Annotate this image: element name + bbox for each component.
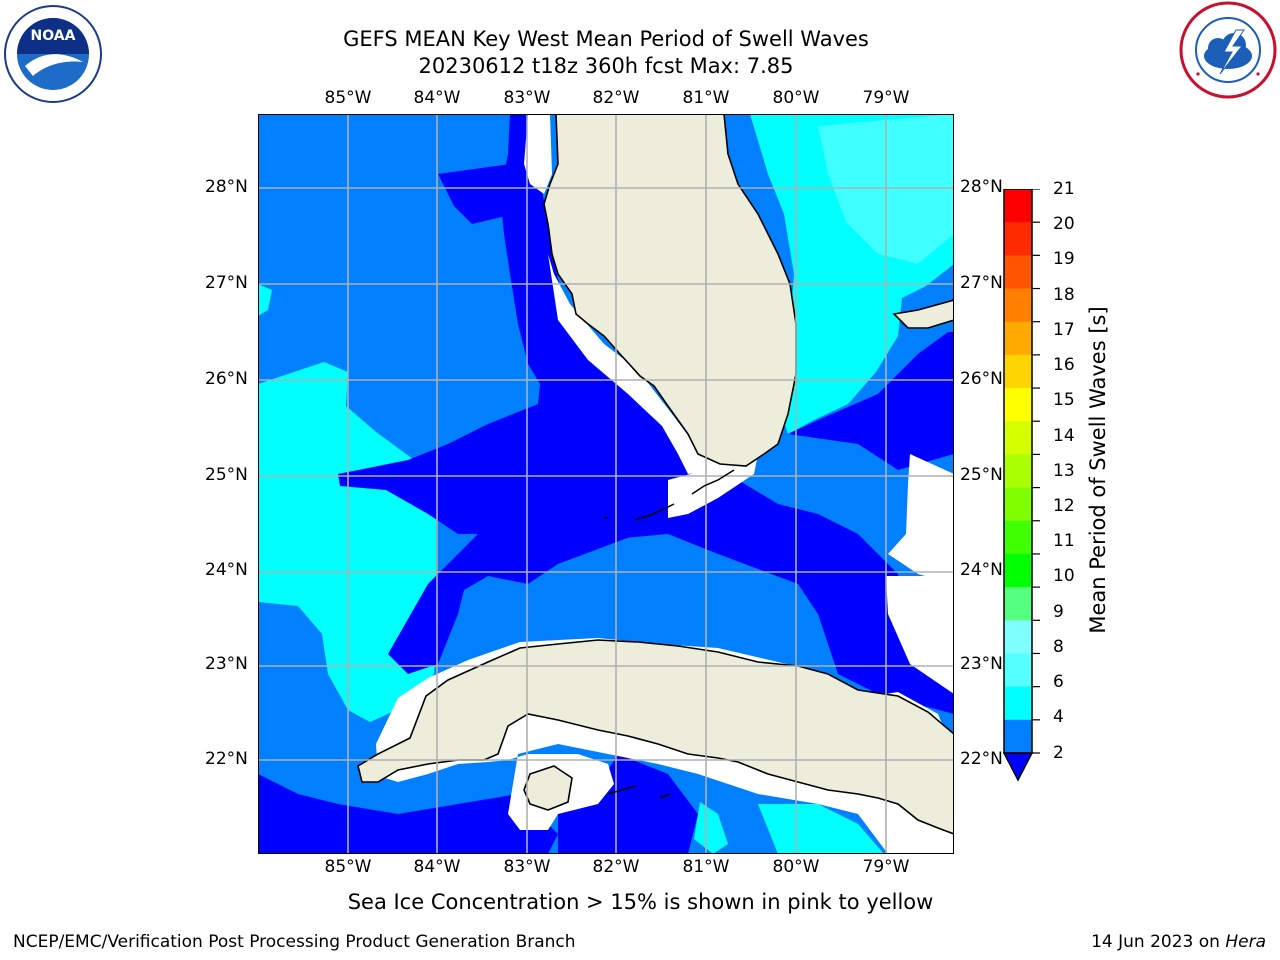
colorbar-band <box>1004 487 1032 522</box>
lon-label-top-80w: 80°W <box>772 88 820 108</box>
national-weather-service-logo <box>1179 1 1277 99</box>
isle-of-youth <box>523 765 573 811</box>
swell-period-map <box>258 114 954 854</box>
colorbar-tick-label: 14 <box>1053 426 1075 446</box>
colorbar-tick-label: 21 <box>1053 179 1075 199</box>
colorbar-band <box>1004 719 1032 754</box>
colorbar-tick-label: 4 <box>1053 707 1064 727</box>
map-graticule <box>258 114 954 854</box>
colorbar <box>1003 189 1040 782</box>
lat-label-right-22n: 22°N <box>960 749 1003 769</box>
lat-label-left-28n: 28°N <box>205 177 248 197</box>
colorbar-extend-arrow <box>1003 752 1034 782</box>
lon-label-top-84w: 84°W <box>413 88 461 108</box>
colorbar-outline <box>1003 189 1033 754</box>
lon-label-top-79w: 79°W <box>862 88 910 108</box>
ocean-swell-5-6s-south <box>694 802 728 854</box>
colorbar-band <box>1004 587 1032 621</box>
colorbar-tick-label: 2 <box>1053 743 1064 763</box>
colorbar-band <box>1004 189 1032 223</box>
colorbar-band <box>1004 288 1032 323</box>
lon-label-bottom-84w: 84°W <box>413 857 461 877</box>
colorbar-band <box>1004 421 1032 455</box>
sea-ice-note: Sea Ice Concentration > 15% is shown in … <box>347 890 934 914</box>
lat-label-right-23n: 23°N <box>960 654 1003 674</box>
colorbar-band <box>1004 520 1032 555</box>
colorbar-tick-label: 13 <box>1053 461 1075 481</box>
no-data-west-florida <box>524 114 552 194</box>
footer-date-text: 14 Jun 2023 on <box>1091 932 1226 952</box>
lat-label-right-27n: 27°N <box>960 273 1003 293</box>
colorbar-band <box>1004 321 1032 356</box>
colorbar-band <box>1004 620 1032 654</box>
lat-label-right-25n: 25°N <box>960 465 1003 485</box>
footer-date: 14 Jun 2023 on Hera <box>1091 932 1266 952</box>
florida-keys <box>604 469 735 799</box>
lat-label-left-22n: 22°N <box>205 749 248 769</box>
ocean-swell-2-4s-gulf-interior <box>438 164 514 224</box>
colorbar-band <box>1004 553 1032 588</box>
ocean-swell-2-4s-east-shelf <box>788 332 954 470</box>
colorbar-tick-label: 12 <box>1053 496 1075 516</box>
lat-label-left-27n: 27°N <box>205 273 248 293</box>
ocean-swell-2-4s-florida-straits <box>548 434 954 714</box>
colorbar-tick-label: 17 <box>1053 320 1075 340</box>
colorbar-band <box>1004 388 1032 422</box>
colorbar-tick-label: 6 <box>1053 672 1064 692</box>
florida-peninsula <box>543 114 797 467</box>
no-data-bahamas-south <box>886 576 954 694</box>
colorbar-title: Mean Period of Swell Waves [s] <box>1086 306 1110 634</box>
lon-label-top-85w: 85°W <box>324 88 372 108</box>
lon-label-bottom-85w: 85°W <box>324 857 372 877</box>
colorbar-tick-label: 8 <box>1053 637 1064 657</box>
colorbar-band <box>1004 354 1032 389</box>
lat-label-left-26n: 26°N <box>205 369 248 389</box>
bahamas-island <box>892 299 954 329</box>
colorbar-tick-label: 10 <box>1053 566 1075 586</box>
colorbar-band <box>1004 255 1032 290</box>
ocean-swell-2-4s-southwest <box>258 774 558 854</box>
svg-text:NOAA: NOAA <box>31 28 76 44</box>
lon-label-bottom-79w: 79°W <box>862 857 910 877</box>
lat-label-left-23n: 23°N <box>205 654 248 674</box>
colorbar-band <box>1004 653 1032 688</box>
ocean-swell-5-6s-southeast <box>758 804 884 854</box>
colorbar-band <box>1004 454 1032 489</box>
colorbar-tick-label: 11 <box>1053 531 1075 551</box>
lon-label-bottom-83w: 83°W <box>503 857 551 877</box>
ocean-swell-2-4s-south <box>558 754 698 854</box>
lat-label-left-24n: 24°N <box>205 560 248 580</box>
lon-label-top-81w: 81°W <box>682 88 730 108</box>
chart-title: GEFS MEAN Key West Mean Period of Swell … <box>343 27 869 51</box>
no-data-bahamas <box>888 454 954 584</box>
colorbar-tick-label: 20 <box>1053 214 1075 234</box>
chart-subtitle: 20230612 t18z 360h fcst Max: 7.85 <box>418 54 794 78</box>
footer-host: Hera <box>1225 932 1266 952</box>
lat-label-right-28n: 28°N <box>960 177 1003 197</box>
footer-branch: NCEP/EMC/Verification Post Processing Pr… <box>13 932 576 952</box>
colorbar-band <box>1004 222 1032 256</box>
lat-label-right-24n: 24°N <box>960 560 1003 580</box>
lon-label-top-82w: 82°W <box>592 88 640 108</box>
colorbar-tick-label: 18 <box>1053 285 1075 305</box>
lon-label-top-83w: 83°W <box>503 88 551 108</box>
lon-label-bottom-81w: 81°W <box>682 857 730 877</box>
lon-label-bottom-80w: 80°W <box>772 857 820 877</box>
lat-label-left-25n: 25°N <box>205 465 248 485</box>
colorbar-band <box>1004 686 1032 721</box>
colorbar-tick-label: 15 <box>1053 390 1075 410</box>
noaa-logo: NOAA <box>4 5 102 103</box>
colorbar-tick-label: 19 <box>1053 249 1075 269</box>
colorbar-tick-label: 9 <box>1053 602 1064 622</box>
ocean-swell-5-6s-west-north <box>258 284 272 316</box>
no-data-keys <box>668 454 758 518</box>
lat-label-right-26n: 26°N <box>960 369 1003 389</box>
colorbar-tick-label: 16 <box>1053 355 1075 375</box>
lon-label-bottom-82w: 82°W <box>592 857 640 877</box>
cuba-island <box>357 639 954 835</box>
